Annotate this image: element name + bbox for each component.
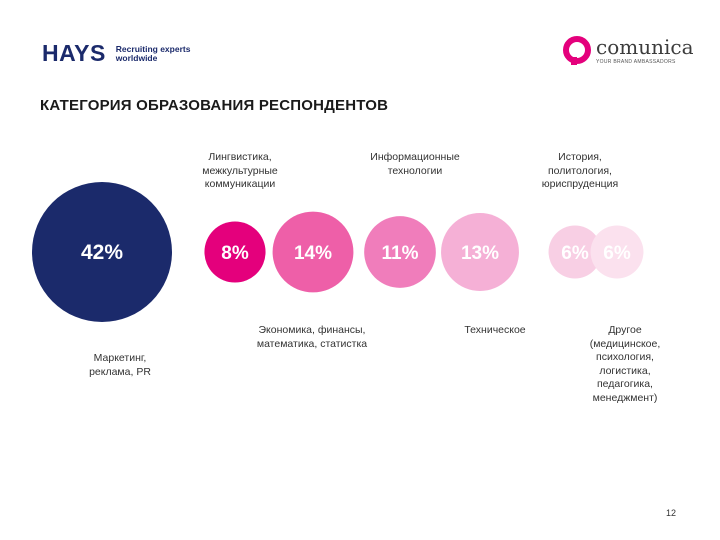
- label-technical: Техническое: [464, 324, 526, 336]
- value-label-technical: 13%: [461, 243, 499, 264]
- value-label-economics: 14%: [294, 243, 332, 264]
- label-linguistics: Лингвистика, межкультурные коммуникации: [202, 151, 278, 190]
- comunica-tagline: YOUR BRAND AMBASSADORS: [596, 59, 676, 65]
- bubble-history: [548, 225, 602, 279]
- comunica-logo-icon: [563, 36, 591, 65]
- page-number: 12: [665, 508, 676, 518]
- hays-logo: HAYS Recruiting experts worldwide: [42, 40, 196, 67]
- value-label-linguistics: 8%: [221, 243, 249, 264]
- bubble-technical: [441, 213, 519, 291]
- label-economics: Экономика, финансы, математика, статистк…: [256, 324, 368, 350]
- bubble-linguistics: [204, 221, 266, 283]
- label-marketing: Маркетинг, реклама, PR: [89, 352, 151, 378]
- label-other: Другое (медицинское, психология, логисти…: [589, 324, 661, 404]
- bubble-economics: [272, 211, 354, 293]
- value-label-it: 11%: [382, 243, 419, 264]
- bubble-other: [590, 225, 644, 279]
- value-label-marketing: 42%: [81, 241, 123, 264]
- bubble-marketing: [32, 182, 172, 322]
- comunica-wordmark: comunica: [596, 35, 694, 59]
- hays-tagline: Recruiting experts worldwide: [115, 43, 191, 63]
- chart-title: КАТЕГОРИЯ ОБРАЗОВАНИЯ РЕСПОНДЕНТОВ: [40, 97, 389, 114]
- hays-wordmark: HAYS: [42, 40, 106, 66]
- label-history: История, политология, юриспруденция: [541, 151, 619, 190]
- bubble-it: [364, 216, 436, 288]
- value-label-history: 6%: [561, 243, 589, 264]
- value-label-other: 6%: [603, 243, 631, 264]
- label-it: Информационные технологии: [370, 151, 460, 177]
- comunica-logo: comunica YOUR BRAND AMBASSADORS: [562, 36, 694, 66]
